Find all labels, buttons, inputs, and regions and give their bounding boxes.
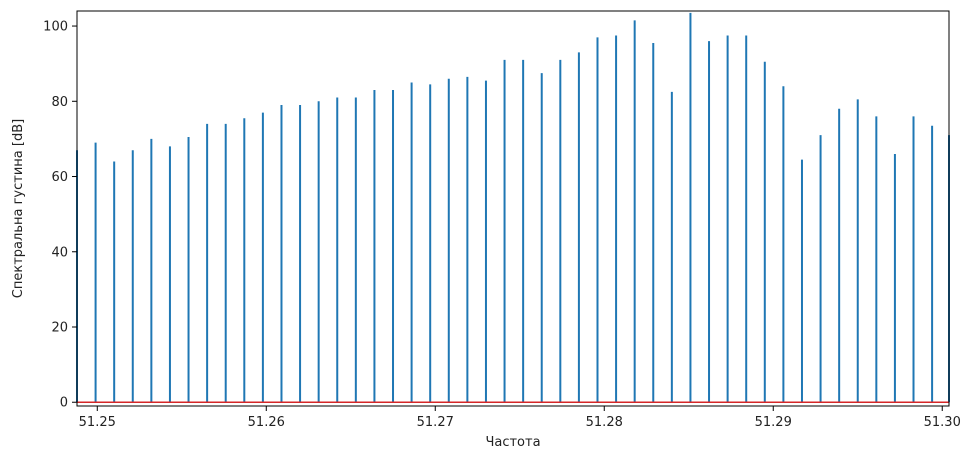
x-tick-label: 51.30 (924, 415, 961, 430)
y-axis-label: Спектральна густина [dB] (11, 119, 26, 298)
x-axis-ticks: 51.25 51.26 51.27 51.28 51.29 51.30 (79, 406, 961, 430)
y-tick-label: 40 (51, 245, 68, 260)
y-tick-label: 100 (43, 20, 68, 35)
y-axis-ticks: 0 20 40 60 80 100 (43, 20, 77, 411)
x-tick-label: 51.26 (248, 415, 285, 430)
x-tick-label: 51.27 (417, 415, 454, 430)
y-tick-label: 20 (51, 321, 68, 336)
x-axis-label: Частота (485, 435, 540, 450)
plot-frame (76, 10, 950, 407)
stem-series (76, 12, 950, 403)
y-tick-label: 80 (51, 95, 68, 110)
x-tick-label: 51.29 (755, 415, 792, 430)
y-tick-label: 60 (51, 170, 68, 185)
x-tick-label: 51.25 (79, 415, 116, 430)
y-tick-label: 0 (60, 396, 68, 411)
x-tick-label: 51.28 (586, 415, 623, 430)
